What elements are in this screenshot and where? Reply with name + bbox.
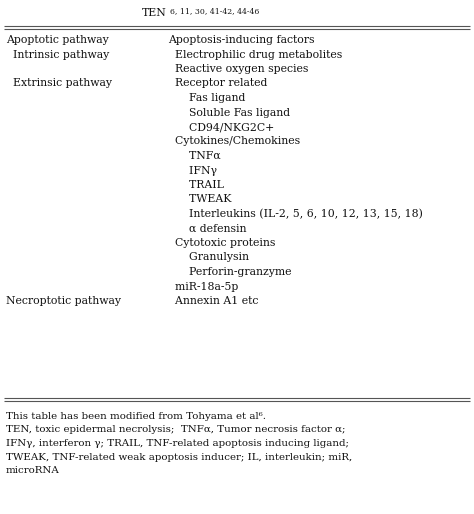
Text: Fas ligand: Fas ligand <box>168 93 246 103</box>
Text: Interleukins (IL-2, 5, 6, 10, 12, 13, 15, 18): Interleukins (IL-2, 5, 6, 10, 12, 13, 15… <box>168 209 423 219</box>
Text: Cytokines/Chemokines: Cytokines/Chemokines <box>168 137 301 146</box>
Text: This table has been modified from Tohyama et al⁶.: This table has been modified from Tohyam… <box>6 412 266 421</box>
Text: TEN: TEN <box>142 8 167 18</box>
Text: Granulysin: Granulysin <box>168 252 249 263</box>
Text: TNFα: TNFα <box>168 151 221 161</box>
Text: α defensin: α defensin <box>168 224 247 233</box>
Text: 6, 11, 30, 41-42, 44-46: 6, 11, 30, 41-42, 44-46 <box>170 7 259 15</box>
Text: Intrinsic pathway: Intrinsic pathway <box>6 49 109 60</box>
Text: Necroptotic pathway: Necroptotic pathway <box>6 296 121 306</box>
Text: Electrophilic drug metabolites: Electrophilic drug metabolites <box>168 49 343 60</box>
Text: miR-18a-5p: miR-18a-5p <box>168 282 238 291</box>
Text: IFNγ, interferon γ; TRAIL, TNF-related apoptosis inducing ligand;: IFNγ, interferon γ; TRAIL, TNF-related a… <box>6 439 349 448</box>
Text: Perforin-granzyme: Perforin-granzyme <box>168 267 292 277</box>
Text: TWEAK: TWEAK <box>168 194 232 205</box>
Text: Apoptotic pathway: Apoptotic pathway <box>6 35 109 45</box>
Text: microRNA: microRNA <box>6 466 59 475</box>
Text: Reactive oxygen species: Reactive oxygen species <box>168 64 309 74</box>
Text: Annexin A1 etc: Annexin A1 etc <box>168 296 259 306</box>
Text: Cytotoxic proteins: Cytotoxic proteins <box>168 238 276 248</box>
Text: Extrinsic pathway: Extrinsic pathway <box>6 79 112 88</box>
Text: TRAIL: TRAIL <box>168 180 224 190</box>
Text: TWEAK, TNF-related weak apoptosis inducer; IL, interleukin; miR,: TWEAK, TNF-related weak apoptosis induce… <box>6 452 352 462</box>
Text: Receptor related: Receptor related <box>168 79 268 88</box>
Text: CD94/NKG2C+: CD94/NKG2C+ <box>168 122 274 132</box>
Text: Apoptosis-inducing factors: Apoptosis-inducing factors <box>168 35 315 45</box>
Text: TEN, toxic epidermal necrolysis;  TNFα, Tumor necrosis factor α;: TEN, toxic epidermal necrolysis; TNFα, T… <box>6 426 345 434</box>
Text: IFNγ: IFNγ <box>168 166 217 175</box>
Text: Soluble Fas ligand: Soluble Fas ligand <box>168 107 291 118</box>
